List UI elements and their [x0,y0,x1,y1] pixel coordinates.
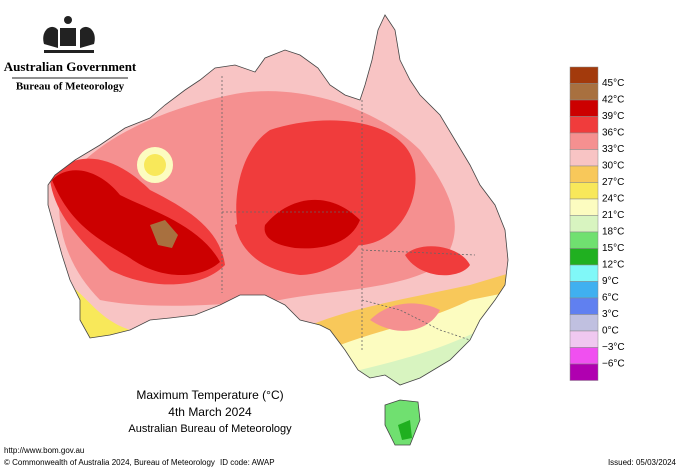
legend-label: 15°C [602,243,624,254]
legend-swatch [569,149,599,167]
legend-swatch [569,116,599,134]
legend-label: 45°C [602,78,624,89]
tasmania-cool-area [398,420,412,440]
legend-label: 33°C [602,144,624,155]
map-date: 4th March 2024 [168,405,252,419]
legend-label: 24°C [602,194,624,205]
state-borders [221,76,476,350]
coat-of-arms [43,16,95,53]
legend-label: 6°C [602,293,619,304]
legend-label: 0°C [602,326,619,337]
legend-swatch [569,99,599,117]
legend-swatch [569,314,599,332]
id-code: ID code: AWAP [220,458,275,467]
url: http://www.bom.gov.au [4,446,84,455]
legend-label: 39°C [602,111,624,122]
legend-swatch [569,198,599,216]
legend-swatch [569,215,599,233]
legend-label: 42°C [602,95,624,106]
legend-label: 36°C [602,128,624,139]
issued-date: Issued: 05/03/2024 [608,458,677,467]
legend-label: 18°C [602,227,624,238]
legend-swatch [569,66,599,84]
legend-swatch [569,83,599,101]
agency-name: Bureau of Meteorology [16,81,125,93]
legend-swatch [569,248,599,266]
legend-swatch [569,347,599,365]
legend-label: 21°C [602,210,624,221]
legend-swatch [569,281,599,299]
legend-swatch [569,297,599,315]
map-title: Maximum Temperature (°C) [136,388,283,402]
map-source: Australian Bureau of Meteorology [128,423,292,435]
legend-label: 12°C [602,260,624,271]
legend-swatch [569,165,599,183]
legend-label: −6°C [602,359,625,370]
legend: 45°C 42°C 39°C 36°C 33°C 30°C 27°C 24°C 21°C 18°C… [569,66,625,381]
legend-label: 30°C [602,161,624,172]
legend-label: 9°C [602,276,619,287]
legend-swatch [569,264,599,282]
legend-swatch [569,363,599,381]
copyright: © Commonwealth of Australia 2024, Bureau… [4,458,215,467]
legend-swatch [569,231,599,249]
legend-swatch [569,132,599,150]
legend-label: 27°C [602,177,624,188]
legend-label: 3°C [602,309,619,320]
legend-swatch [569,182,599,200]
government-name: Australian Government [4,59,137,74]
legend-swatch [569,330,599,348]
legend-label: −3°C [602,342,625,353]
